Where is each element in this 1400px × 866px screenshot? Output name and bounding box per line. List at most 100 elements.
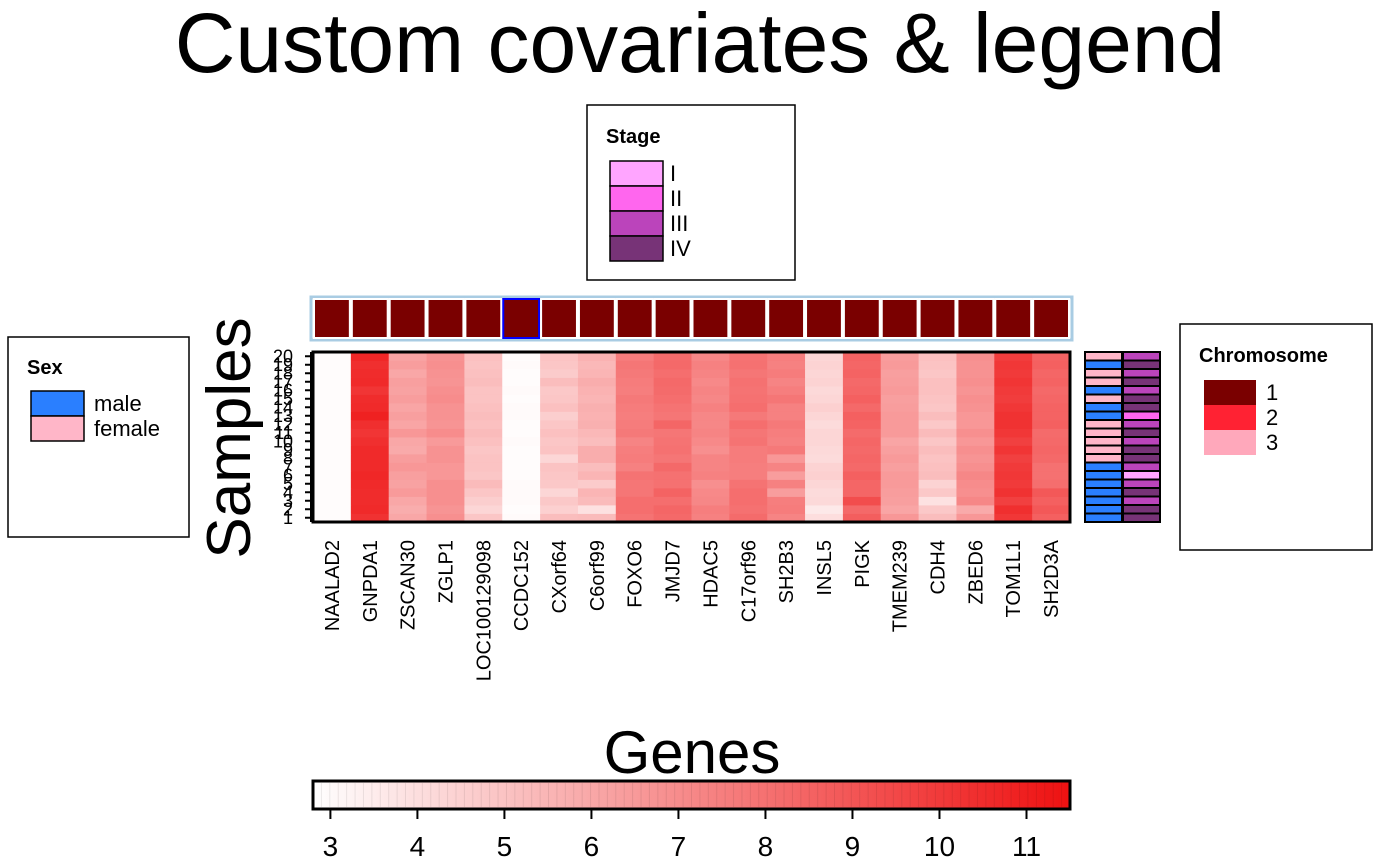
heatmap-cell [880,462,919,472]
legend-title: Sex [27,357,63,379]
heatmap-cell [729,437,768,446]
heatmap-cell [577,411,617,421]
heatmap-cell [540,479,579,489]
row-covariate-cell [1084,410,1123,421]
heatmap-cell [426,445,465,455]
heatmap-cell [502,394,541,404]
gene-label: INSL5 [814,540,836,596]
heatmap-cell [464,360,503,370]
column-covariate-cell [842,298,881,339]
heatmap-cell [653,428,692,438]
heatmap-cell [540,420,579,429]
legend-label: 3 [1266,430,1278,455]
heatmap-cell [691,454,730,463]
heatmap-cell [842,411,882,421]
heatmap-cell [1032,479,1071,489]
column-covariate-cell [956,298,995,339]
heatmap-cell [729,479,768,489]
heatmap-cell [653,488,692,497]
heatmap-cell [767,479,806,489]
heatmap-cell [729,471,768,480]
column-covariate-cell [653,298,692,339]
y-axis-label: Samples [195,317,264,558]
heatmap-cell [691,403,730,412]
heatmap-cell [956,377,995,387]
heatmap-cell [540,386,579,395]
heatmap-cell [615,454,655,463]
heatmap-cell [691,471,730,480]
sample-label: 16 [273,380,293,400]
heatmap-cell [426,462,465,472]
heatmap-cell [388,352,427,361]
heatmap-cell [880,496,919,506]
heatmap-cell [805,403,844,412]
heatmap-cell [615,479,655,489]
heatmap-cell [540,428,579,438]
gene-label: ZBED6 [965,540,987,604]
heatmap-cell [426,479,465,489]
heatmap-cell [767,386,806,395]
heatmap-cell [805,386,844,395]
heatmap-cell [1032,394,1071,404]
heatmap-cell [464,479,503,489]
heatmap-cell [426,369,465,378]
heatmap-cell [653,352,692,361]
heatmap-cell [502,454,541,463]
heatmap-cell [729,352,768,361]
colorbar-tick-label: 5 [497,831,513,862]
heatmap-cell [388,488,427,497]
sample-label: 10 [273,431,293,451]
heatmap-cell [842,369,882,378]
heatmap-cell [729,445,768,455]
heatmap-cell [956,505,995,514]
heatmap-cell [691,369,730,378]
heatmap-cell [956,454,995,463]
heatmap-cell [615,505,655,514]
heatmap-cell [502,369,541,378]
heatmap-cell [994,496,1033,506]
sample-label: 12 [273,414,293,434]
column-covariate-cell [426,298,465,339]
heatmap-cell [464,352,503,361]
heatmap-cell [729,462,768,472]
heatmap-cell [994,513,1033,523]
colorbar: 3 4 5 6 7 8 9 10 11 [311,779,1072,862]
heatmap-cell [880,411,919,421]
heatmap-cell [994,505,1033,514]
heatmap-cell [464,403,503,412]
column-covariate-cell [994,298,1033,339]
heatmap-cell [994,428,1033,438]
heatmap-cell [426,352,465,361]
row-covariate-cell [1084,393,1123,404]
heatmap-cell [805,496,844,506]
heatmap-cell [540,394,579,404]
heatmap-cell [426,496,465,506]
heatmap-cell [313,377,352,387]
heatmap-cell [426,394,465,404]
heatmap-cell [880,369,919,378]
heatmap-cell [615,428,655,438]
heatmap-cell [729,386,768,395]
heatmap-cell [615,496,655,506]
heatmap-cell [994,394,1033,404]
heatmap-cell [1032,428,1071,438]
heatmap-cell [880,479,919,489]
heatmap-cell [842,471,882,480]
heatmap-cell [1032,352,1071,361]
heatmap-cell [691,488,730,497]
x-axis-label: Genes [604,719,781,786]
heatmap-cell [918,360,957,370]
heatmap-cell [805,377,844,387]
heatmap-cell [880,454,919,463]
heatmap-cell [1032,462,1071,472]
heatmap-cell [1032,377,1071,387]
heatmap-cell [691,377,730,387]
heatmap-cell [1032,454,1071,463]
heatmap-cell [918,513,957,523]
heatmap-cell [767,420,806,429]
heatmap-cell [767,496,806,506]
heatmap-cell [994,377,1033,387]
column-covariate-cell [615,298,654,339]
heatmap-cell [880,360,919,370]
